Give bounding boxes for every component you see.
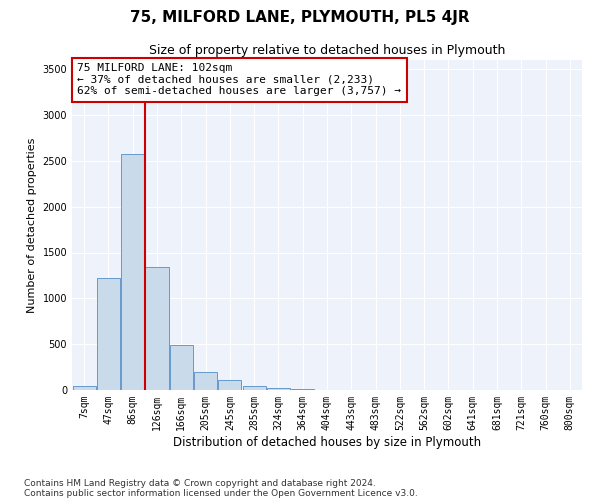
Bar: [121, 154, 144, 390]
X-axis label: Distribution of detached houses by size in Plymouth: Distribution of detached houses by size …: [173, 436, 481, 448]
Text: Contains public sector information licensed under the Open Government Licence v3: Contains public sector information licen…: [24, 488, 418, 498]
Y-axis label: Number of detached properties: Number of detached properties: [27, 138, 37, 312]
Bar: [97, 278, 120, 390]
Text: 75, MILFORD LANE, PLYMOUTH, PL5 4JR: 75, MILFORD LANE, PLYMOUTH, PL5 4JR: [130, 10, 470, 25]
Text: 75 MILFORD LANE: 102sqm
← 37% of detached houses are smaller (2,233)
62% of semi: 75 MILFORD LANE: 102sqm ← 37% of detache…: [77, 64, 401, 96]
Bar: [218, 380, 241, 390]
Bar: [194, 372, 217, 390]
Bar: [242, 386, 266, 390]
Text: Contains HM Land Registry data © Crown copyright and database right 2024.: Contains HM Land Registry data © Crown c…: [24, 478, 376, 488]
Bar: [73, 386, 95, 390]
Title: Size of property relative to detached houses in Plymouth: Size of property relative to detached ho…: [149, 44, 505, 58]
Bar: [145, 267, 169, 390]
Bar: [170, 345, 193, 390]
Bar: [267, 388, 290, 390]
Bar: [291, 389, 314, 390]
